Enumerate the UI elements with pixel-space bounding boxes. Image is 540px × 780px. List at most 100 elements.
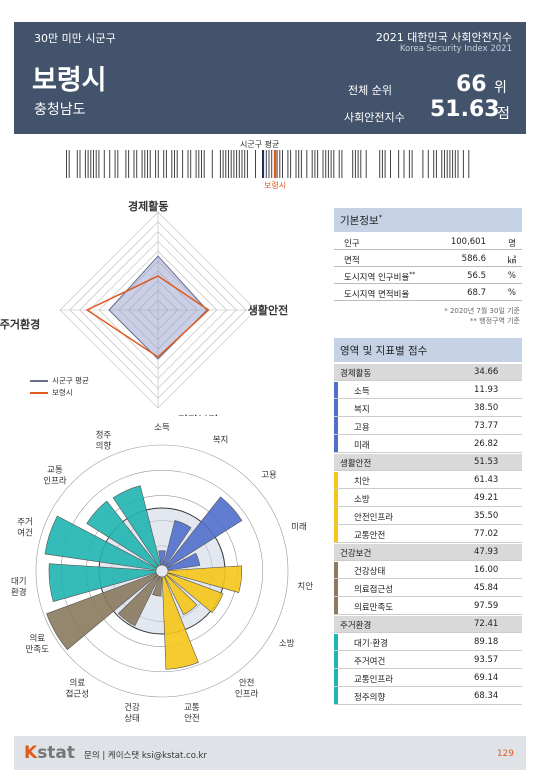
indicator-row: 안전인프라 35.50 (334, 508, 522, 525)
info-label: 도시지역 면적비율 (344, 290, 410, 300)
barcode-line (360, 150, 362, 178)
domain-row: 경제활동 34.66 (334, 364, 522, 381)
barcode-line (282, 150, 283, 178)
indicator-score: 16.00 (474, 565, 499, 575)
barcode-line (325, 150, 327, 178)
info-label-sup: ** (409, 271, 416, 279)
indicator-score: 49.21 (474, 493, 499, 503)
indicator-row: 교통안전 77.02 (334, 526, 522, 543)
barcode-line (306, 150, 308, 178)
indicator-row: 대기·환경 89.18 (334, 634, 522, 651)
domain-color-bar (334, 382, 338, 453)
polar-label: 정주 의향 (96, 429, 112, 451)
basic-info-title-sup: * (378, 213, 383, 222)
barcode-line (454, 150, 456, 178)
info-value: 68.7 (467, 288, 486, 298)
info-value: 56.5 (467, 271, 486, 281)
indicator-score: 69.14 (474, 673, 499, 683)
barcode-line (219, 150, 221, 178)
indicator-score: 68.34 (474, 691, 499, 701)
barcode-line (265, 150, 267, 178)
barcode-line (225, 150, 227, 178)
indicator-name: 안전인프라 (354, 513, 394, 523)
barcode-line (157, 150, 159, 178)
barcode-line (198, 150, 200, 178)
domain-scores-header: 영역 및 지표별 점수 (334, 338, 522, 362)
barcode-line (103, 150, 105, 178)
polar-label: 고용 (261, 471, 277, 481)
barcode-line (136, 150, 138, 178)
barcode-line (149, 150, 151, 178)
domain-score: 47.93 (474, 547, 499, 557)
info-note-2: ** 행정구역 기준 (469, 317, 520, 325)
polar-bar (165, 496, 243, 569)
barcode-line (133, 150, 135, 178)
score-label: 사회안전지수 (344, 111, 405, 124)
polar-bar (152, 576, 163, 597)
polar-label: 소득 (154, 423, 170, 433)
domain-color-bar (334, 472, 338, 543)
domain-score: 34.66 (474, 367, 499, 377)
info-unit: ㎢ (507, 256, 516, 266)
indicator-name: 건강상태 (354, 567, 386, 577)
info-row: 면적 586.6 ㎢ (334, 251, 522, 267)
indicator-score: 11.93 (474, 385, 499, 395)
polar-bar (158, 550, 166, 566)
polar-bar (46, 572, 158, 651)
info-row: 도시지역 면적비율 68.7% (334, 285, 522, 301)
barcode-line (468, 150, 470, 178)
barcode-line (163, 150, 165, 178)
barcode-line (233, 150, 235, 178)
barcode-line (354, 150, 356, 178)
barcode-line (255, 150, 256, 178)
barcode-line (222, 150, 224, 178)
indicator-name: 치안 (354, 477, 370, 487)
barcode-line (190, 150, 192, 178)
score-value: 51.63 (430, 97, 500, 122)
polar-label: 교통 인프라 (43, 466, 67, 487)
barcode-line (211, 150, 213, 178)
domain-name: 건강보건 (340, 549, 372, 559)
barcode-line (176, 150, 178, 178)
polar-bar (112, 485, 161, 567)
barcode-line (338, 150, 340, 178)
barcode-line (452, 150, 454, 178)
radar-chart: 경제활동생활안전건강보건 주거환경 (0, 199, 288, 416)
barcode-line (384, 150, 386, 178)
polar-bar (166, 572, 224, 613)
barcode-line (68, 150, 70, 178)
domain-name: 주거환경 (340, 621, 372, 631)
barcode-line (444, 150, 445, 178)
barcode-line (357, 150, 359, 178)
indicator-score: 77.02 (474, 529, 499, 539)
barcode-line (230, 150, 232, 178)
group-tag: 30만 미만 시군구 (34, 32, 116, 45)
barcode-line (268, 150, 270, 178)
barcode-line (314, 150, 316, 178)
indicator-score: 89.18 (474, 637, 499, 647)
barcode-line (246, 150, 248, 178)
city-marker (274, 150, 277, 178)
barcode-line (165, 150, 167, 178)
contact-info: 문의 | 케이스탯 ksi@kstat.co.kr (84, 751, 207, 761)
barcode-line (187, 150, 189, 178)
indicator-row: 소득 11.93 (334, 382, 522, 399)
indicator-name: 교통안전 (354, 531, 386, 541)
average-marker (262, 150, 264, 178)
barcode-line (279, 150, 281, 178)
indicator-row: 주거여건 93.57 (334, 652, 522, 669)
indicator-row: 복지 38.50 (334, 400, 522, 417)
info-value: 100,601 (450, 237, 486, 247)
indicator-name: 의료접근성 (354, 585, 394, 595)
barcode-line (295, 150, 297, 178)
polar-label: 교통 안전 (184, 703, 200, 724)
kstat-logo-rest: stat (37, 743, 76, 763)
indicator-name: 주거여건 (354, 657, 386, 667)
info-label: 면적 (344, 256, 360, 266)
barcode-line (449, 150, 451, 178)
polar-bar (44, 515, 158, 571)
barcode-line (201, 150, 202, 178)
indicator-score: 35.50 (474, 511, 499, 521)
domain-score: 72.41 (474, 619, 499, 629)
barcode-line (462, 150, 464, 178)
